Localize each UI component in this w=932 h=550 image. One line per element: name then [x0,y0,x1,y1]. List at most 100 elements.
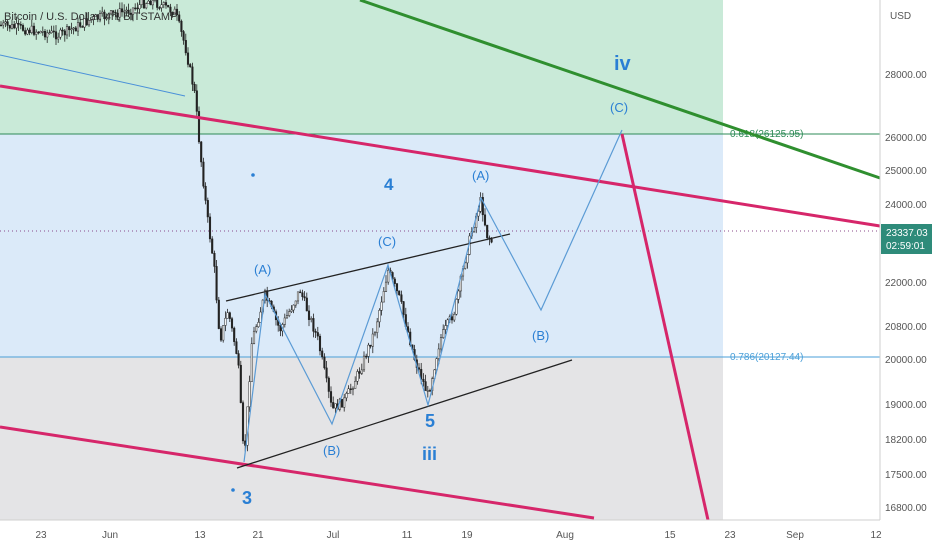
candle-body [424,381,427,391]
candle-body [228,312,231,319]
candle-body [224,317,227,326]
candle-body [57,36,60,40]
candle-body [186,52,190,65]
candle-body [195,90,198,112]
candle-body [213,252,216,267]
candle-body [32,25,36,35]
candle-body [13,24,16,29]
candle-body [354,381,357,389]
time-axis-panel[interactable] [0,520,932,550]
candle-body [332,402,335,409]
candle-body [288,311,291,316]
candle-body [184,40,187,54]
candle-body [173,8,176,16]
time-tick-label: 11 [402,530,413,541]
candle-body [373,332,377,335]
candle-body [149,0,152,6]
candle-body [215,266,218,301]
fib-label-0618: 0.618(26125.95) [730,129,803,140]
candle-body [101,11,104,14]
price-axis-panel[interactable] [880,0,932,520]
zone-green [0,0,723,134]
candle-body [318,335,322,352]
time-tick-label: 19 [461,530,473,541]
candle-body [316,332,319,337]
candle-body [283,317,286,325]
candle-body [94,14,97,17]
candle-body [136,7,139,10]
candle-body [294,300,297,306]
candle-body [39,31,42,34]
candle-body [8,25,11,29]
candle-body [19,24,22,26]
candle-body [486,224,489,239]
candle-body [120,8,124,13]
candle-body [376,321,379,333]
candle-body [83,18,86,28]
last-price-badge [881,224,932,254]
candle-body [46,32,49,38]
candle-body [96,14,99,20]
candle-body [345,393,348,399]
candle-body [351,388,355,390]
candles [0,0,493,452]
candle-body [125,9,128,12]
candle-body [52,30,55,33]
candle-body [109,10,113,15]
candle-body [142,0,146,9]
time-tick-label: 13 [194,530,206,541]
candle-body [464,262,467,269]
candle-body [393,278,396,284]
candle-body [26,29,29,35]
fib-label-0786: 0.786(20127.44) [730,352,803,363]
candle-body [362,355,366,371]
candle-body [105,17,108,20]
candle-body [356,371,359,382]
projection-drop-magenta [620,133,710,521]
candle-body [4,21,7,24]
wave-projection-path [243,129,623,463]
candle-body [48,32,51,34]
candle-body [103,11,106,20]
candle-body [301,292,304,297]
price-tick-label: 24000.00 [885,200,927,211]
candle-body [65,26,69,36]
time-tick-label: 21 [252,530,264,541]
candle-body [41,31,44,33]
candle-body [455,298,458,315]
wave-label-A-left: (A) [254,262,271,277]
candle-body [400,294,403,302]
price-ticks: 28000.00 26000.00 25000.00 24000.00 22000.00… [885,70,927,514]
candle-body [314,331,317,333]
candle-body [279,325,282,332]
candle-body [444,325,447,330]
candle-body [0,24,3,27]
candle-body [466,254,469,264]
price-tick-label: 22000.00 [885,278,927,289]
wedge-upper [225,233,511,302]
candle-body [226,312,229,319]
last-price-value: 23337.03 [886,228,928,239]
candle-body [299,291,302,294]
candle-body [197,111,201,143]
candle-body [457,290,460,300]
candle-body [437,348,440,359]
price-tick-label: 20000.00 [885,355,927,366]
candle-body [2,22,5,26]
candle-body [398,290,401,296]
time-tick-label: 23 [724,530,736,541]
candle-body [343,397,346,408]
time-tick-label: Jul [327,530,340,541]
candle-body [340,398,344,408]
time-tick-label: Sep [786,530,804,541]
wave-label-iii: iii [422,444,437,464]
candle-body [285,315,289,319]
candle-body [360,369,363,374]
candle-body [6,21,9,26]
candle-body [72,27,75,30]
candle-body [61,29,64,32]
wave-label-C-right: (C) [610,100,628,115]
candle-body [211,238,214,254]
candle-body [92,16,95,20]
